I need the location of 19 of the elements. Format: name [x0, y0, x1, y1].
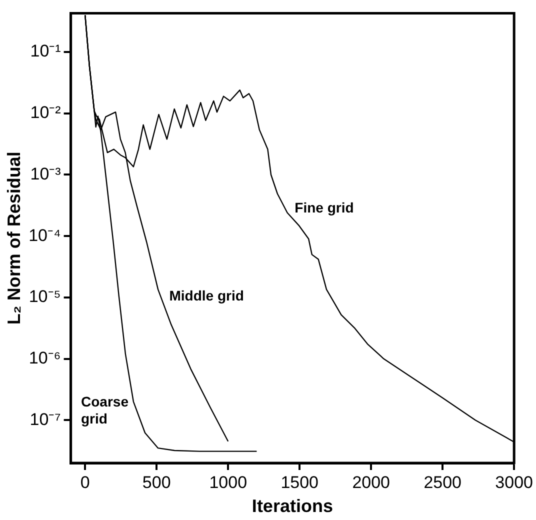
y-tick-label: 10⁻² [30, 103, 62, 122]
y-tick-label: 10⁻⁷ [30, 410, 61, 429]
x-tick-label: 1500 [280, 472, 319, 492]
y-tick-label: 10⁻⁶ [28, 348, 61, 368]
y-tick-label: 10⁻¹ [30, 42, 62, 61]
x-tick-label: 3000 [495, 472, 534, 492]
series-label: Middle grid [169, 287, 244, 304]
y-tick-label: 10⁻⁴ [28, 226, 61, 245]
y-tick-label: 10⁻³ [30, 164, 62, 184]
series-label: Fine grid [294, 200, 354, 216]
y-tick-label: 10⁻⁵ [28, 287, 61, 306]
x-axis-title: Iterations [252, 496, 333, 516]
x-tick-label: 500 [142, 472, 171, 492]
y-axis-title: L₂ Norm of Residual [4, 152, 24, 325]
x-tick-label: 2500 [424, 472, 462, 492]
x-tick-label: 2000 [352, 472, 390, 492]
x-tick-label: 1000 [209, 472, 248, 492]
series-label: Coarse grid [81, 394, 129, 427]
x-tick-label: 0 [80, 472, 90, 492]
